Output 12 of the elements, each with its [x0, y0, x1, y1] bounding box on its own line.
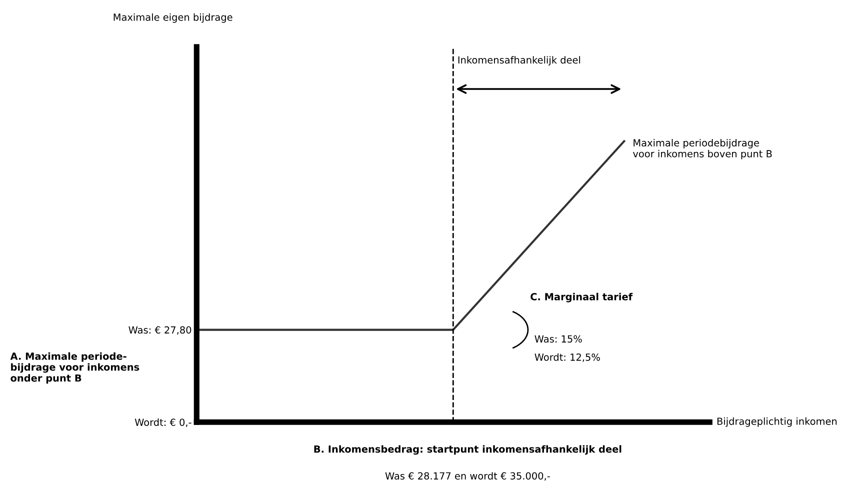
y-tick-label: Wordt: € 0,- [134, 418, 192, 427]
text: Was € 28.177 en wordt € 35.000,- [385, 472, 550, 481]
y-tick-label: Was: € 27,80 [128, 326, 192, 335]
x-axis-title: Bijdrageplichtig inkomen [717, 417, 837, 427]
text: A. Maximale periode- bijdrage voor inkomens onder punt B [10, 352, 140, 384]
annotation: Wordt: 12,5% [534, 353, 600, 362]
annotation: C. Marginaal tarief [530, 292, 633, 302]
text: B. Inkomensbedrag: startpunt inkomensafhankelijk deel [314, 445, 622, 455]
annotation: Maximale periodebijdrage voor inkomens boven punt B [632, 138, 772, 160]
annotation: Was: 15% [534, 335, 582, 343]
y-axis-title: Maximale eigen bijdrage [114, 13, 232, 23]
annotation: Inkomensafhankelijk deel [458, 56, 580, 66]
